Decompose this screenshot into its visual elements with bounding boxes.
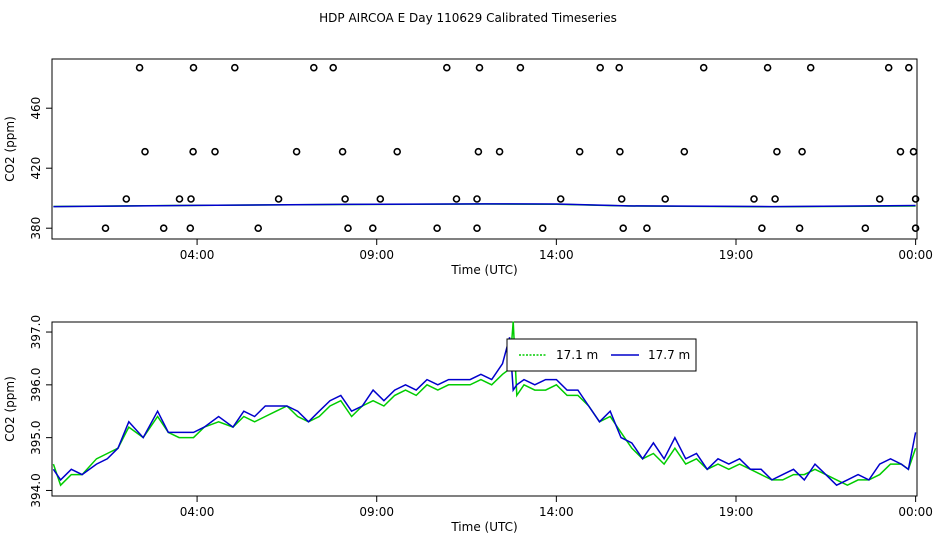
calibration-point: [189, 63, 198, 72]
calibration-point: [187, 195, 195, 203]
y-axis-label: CO2 (ppm): [3, 376, 17, 442]
calibration-point: [473, 195, 481, 203]
calibration-point: [474, 147, 483, 156]
x-tick-label: 14:00: [539, 505, 574, 519]
x-tick-label: 09:00: [359, 248, 394, 262]
calibration-point: [861, 224, 870, 232]
calibration-point: [896, 147, 905, 156]
calibration-point: [254, 224, 263, 232]
legend-box: [506, 338, 697, 372]
x-axis-label: Time (UTC): [450, 520, 517, 534]
legend-label-17-7m: 17.7 m: [648, 348, 690, 362]
calibration-point: [292, 147, 301, 156]
calibration-point: [189, 147, 197, 156]
calibration-point: [699, 63, 708, 72]
series-line-17-7m: [53, 203, 916, 208]
calibration-point: [596, 63, 605, 72]
calibration-point: [159, 224, 168, 232]
calibration-point: [795, 224, 804, 232]
calibration-point: [798, 147, 806, 156]
calibration-point: [763, 63, 772, 72]
calibration-point: [141, 147, 149, 156]
legend-label-17-1m: 17.1 m: [556, 348, 598, 362]
calibration-point: [274, 195, 283, 203]
x-tick-label: 09:00: [359, 505, 394, 519]
calibration-point: [615, 63, 624, 72]
calibration-point: [175, 195, 184, 203]
y-tick-label: 420: [29, 157, 43, 180]
calibration-point: [393, 147, 402, 156]
top-panel: 04:00 09:00 14:00 19:00 00:00 380 420 460 Time (…: [3, 58, 933, 277]
calibration-point: [806, 63, 815, 72]
y-tick-label: 396.0: [29, 368, 43, 402]
x-axis-label: Time (UTC): [450, 263, 517, 277]
y-axis-label: CO2 (ppm): [3, 116, 17, 182]
calibration-point: [904, 63, 913, 72]
calibration-point: [211, 147, 219, 156]
calibration-point: [452, 195, 461, 203]
calibration-point: [344, 224, 352, 232]
calibration-point: [368, 224, 377, 232]
calibration-point: [186, 224, 195, 232]
y-tick-label: 460: [29, 97, 43, 120]
calibration-point: [773, 147, 781, 156]
calibration-point: [338, 147, 347, 156]
calibration-point: [617, 195, 626, 203]
calibration-point: [341, 195, 349, 203]
x-tick-label: 00:00: [898, 248, 933, 262]
legend: 17.1 m 17.7 m: [506, 338, 697, 372]
calibration-point: [680, 147, 689, 156]
chart-title: HDP AIRCOA E Day 110629 Calibrated Times…: [319, 11, 617, 25]
x-tick-label: 04:00: [180, 505, 215, 519]
plot-frame: [51, 321, 918, 497]
calibration-point: [231, 63, 239, 72]
calibration-point: [538, 224, 547, 232]
calibration-point: [911, 224, 920, 232]
y-tick-label: 397.0: [29, 315, 43, 349]
series-line-17-7m: [52, 337, 917, 487]
calibration-point: [135, 63, 144, 72]
bottom-panel: 04:00 09:00 14:00 19:00 00:00 394.0 395.0 396.0…: [3, 315, 933, 534]
calibration-point: [771, 195, 779, 203]
calibration-point: [433, 224, 441, 232]
calibration-point: [758, 224, 766, 232]
y-tick-label: 394.0: [29, 473, 43, 507]
calibration-point: [556, 195, 565, 203]
series-line-17-1m: [52, 321, 917, 487]
x-tick-label: 00:00: [898, 505, 933, 519]
calibration-point: [495, 147, 504, 156]
calibration-point: [101, 224, 110, 232]
calibration-point: [619, 224, 628, 232]
calibration-point: [884, 63, 893, 72]
x-tick-label: 19:00: [719, 505, 754, 519]
x-tick-label: 19:00: [719, 248, 754, 262]
calibration-point: [309, 63, 318, 72]
calibration-point: [875, 195, 884, 203]
calibration-point: [473, 224, 481, 232]
calibration-point: [516, 63, 525, 72]
calibration-point: [475, 63, 484, 72]
y-tick-label: 380: [29, 217, 43, 240]
y-tick-label: 395.0: [29, 420, 43, 454]
calibration-point: [616, 147, 624, 156]
calibration-point: [643, 224, 651, 232]
calibration-point: [329, 63, 338, 72]
calibration-point: [750, 195, 758, 203]
plot-frame: [51, 58, 918, 240]
calibration-point: [442, 63, 451, 72]
calibration-point: [661, 195, 670, 203]
calibration-point: [575, 147, 584, 156]
calibration-point: [122, 195, 131, 203]
x-tick-label: 04:00: [180, 248, 215, 262]
x-tick-label: 14:00: [539, 248, 574, 262]
calibration-point: [909, 147, 918, 156]
calibration-point: [376, 195, 385, 203]
calibration-point: [911, 195, 920, 203]
